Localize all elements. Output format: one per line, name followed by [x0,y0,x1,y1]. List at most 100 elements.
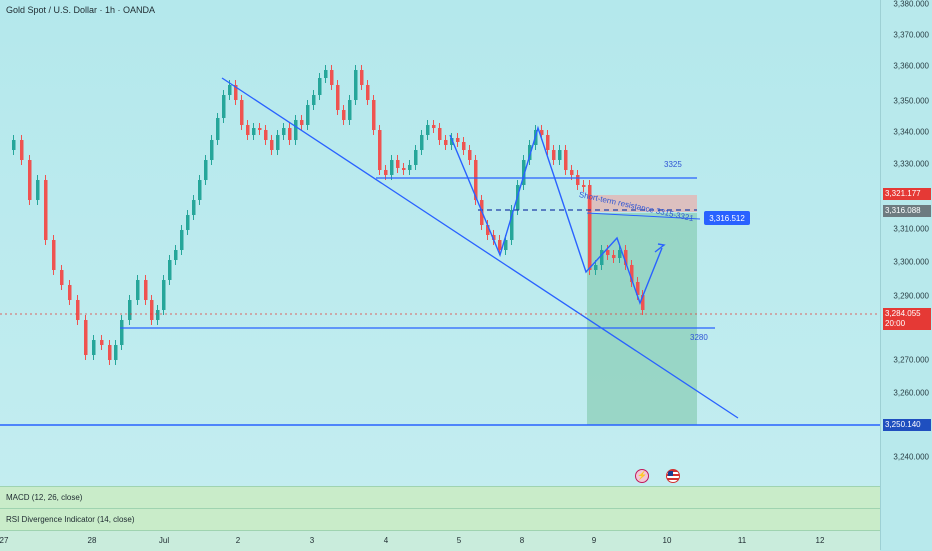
candle-body [76,300,80,320]
candle-body [630,265,634,282]
candle-body [564,150,568,170]
price-tick-label: 3,290.000 [893,291,929,301]
candle-body [300,120,304,125]
price-tick-label: 3,240.000 [893,452,929,462]
price-callout [704,211,750,225]
candle-body [360,70,364,85]
candle-body [192,200,196,215]
time-label: 8 [519,536,525,545]
candle-body [588,185,592,270]
candle-body [144,280,148,300]
candle-body [540,130,544,135]
candle-body [294,120,298,140]
flash-event-icon[interactable]: ⚡ [635,469,649,483]
candle-body [336,85,340,110]
candle-body [28,160,32,200]
time-label: 12 [815,536,825,545]
candle-body [462,142,466,150]
candle-body [150,300,154,320]
price-tick-label: 3,300.000 [893,257,929,267]
candle-body [600,250,604,265]
price-tag-line: 3,250.140 [883,419,931,431]
price-tick-label: 3,340.000 [893,127,929,137]
candle-body [570,170,574,175]
candle-body [366,85,370,100]
candle-body [641,295,645,310]
candle-body [582,185,586,187]
candle-body [12,140,16,150]
price-tick-label: 3,360.000 [893,61,929,71]
price-scale[interactable]: 3,380.000 3,370.000 3,360.000 3,350.000 3,34… [880,0,932,550]
symbol-title[interactable]: Gold Spot / U.S. Dollar · 1h · OANDA [6,5,156,15]
candle-body [438,128,442,140]
candle-body [468,150,472,160]
trend-line-descending [221,77,739,419]
candle-body [372,100,376,130]
candle-body [270,140,274,150]
candle-body [456,138,460,142]
candle-body [396,160,400,168]
candle-body [576,175,580,185]
candle-body [636,282,640,295]
candle-body [390,160,394,175]
candle-body [128,300,132,320]
candle-body [408,165,412,170]
candle-body [474,160,478,200]
candle-body [594,265,598,270]
candle-body [384,170,388,175]
candle-body [44,180,48,240]
price-tick-label: 3,330.000 [893,159,929,169]
candle-body [222,95,226,118]
candle-body [186,215,190,230]
candle-body [60,270,64,285]
candle-body [552,150,556,160]
time-label: 27 [0,536,9,545]
candle-body [324,70,328,78]
candle-body [52,240,56,270]
rsi-pane[interactable]: RSI Divergence Indicator (14, close) [0,508,880,530]
candle-body [342,110,346,120]
candle-body [348,100,352,120]
price-chart[interactable]: 3,316.512 [0,0,880,488]
candle-body [100,340,104,345]
candle-body [492,235,496,240]
candle-body [168,260,172,280]
candle-body [92,340,96,355]
candle-body [528,145,532,160]
time-label: 10 [662,536,672,545]
macd-pane[interactable]: MACD (12, 26, close) [0,486,880,508]
time-label: 5 [456,536,462,545]
time-axis[interactable]: 27 28 Jul 2 3 4 5 8 9 10 11 12 [0,530,880,551]
candle-body [402,168,406,170]
price-tick-label: 3,260.000 [893,388,929,398]
price-tag-gray: 3,316.088 [883,205,931,217]
time-label: 11 [737,536,747,545]
candle-body [264,130,268,140]
candle-body [174,250,178,260]
arrow-head [654,243,666,253]
us-flag-icon[interactable] [666,469,680,483]
price-tag-current: 3,284.055 [883,308,931,320]
candle-body [432,125,436,128]
price-callout-text: 3,316.512 [709,214,745,223]
chart-area[interactable]: 3,316.512 Gold Spot / U.S. Dollar · 1h ·… [0,0,880,488]
time-label: 28 [87,536,97,545]
resistance-zone [587,195,697,212]
candle-body [612,255,616,258]
candle-body [136,280,140,300]
price-tag-countdown: 20:00 [883,318,931,330]
candle-body [156,310,160,320]
candle-body [120,320,124,345]
candle-body [306,105,310,125]
time-label: Jul [158,536,170,545]
candle-body [624,250,628,265]
candle-body [414,150,418,165]
candle-body [354,70,358,100]
candle-body [546,135,550,150]
time-label: 9 [591,536,597,545]
candle-body [198,180,202,200]
price-tick-label: 3,370.000 [893,30,929,40]
candle-body [84,320,88,355]
candle-body [312,95,316,105]
candle-body [282,128,286,135]
